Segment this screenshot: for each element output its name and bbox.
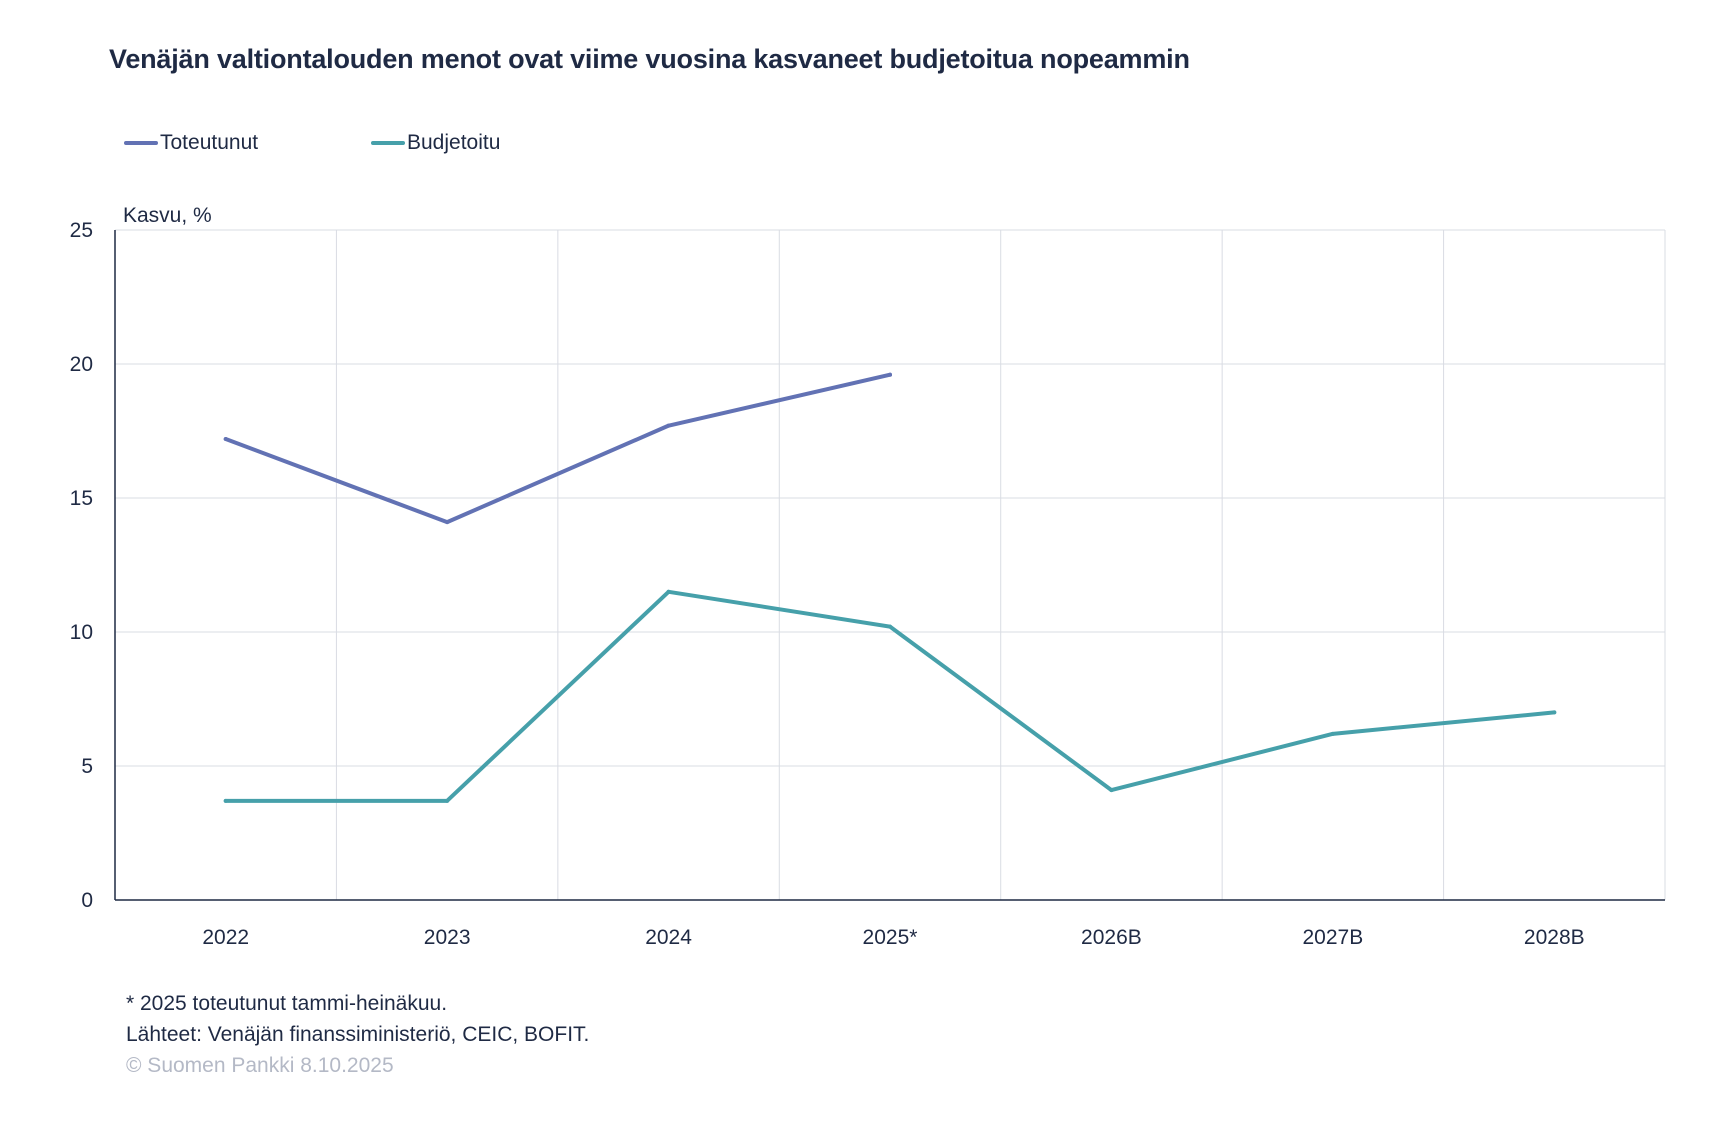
y-tick-label-15: 15 [70, 487, 93, 510]
footnote-sources: Lähteet: Venäjän finanssiministeriö, CEI… [126, 1023, 590, 1046]
x-tick-label-4: 2026B [1081, 926, 1142, 949]
y-tick-label-25: 25 [70, 219, 93, 242]
x-tick-label-0: 2022 [202, 926, 249, 949]
legend-item-toteutunut: Toteutunut [124, 128, 258, 158]
data-point-budjetoitu-3 [888, 624, 892, 629]
y-tick-label-10: 10 [70, 621, 93, 644]
data-point-budjetoitu-5 [1330, 731, 1335, 736]
legend-label-budjetoitu: Budjetoitu [407, 131, 501, 154]
legend-label-toteutunut: Toteutunut [160, 131, 259, 154]
legend-swatch-budjetoitu [371, 141, 405, 145]
footnotes: * 2025 toteutunut tammi-heinäkuu. Lähtee… [126, 988, 589, 1081]
series-line-toteutunut [223, 372, 892, 525]
data-point-budjetoitu-1 [445, 798, 450, 803]
axes [114, 230, 1665, 901]
x-tick-label-1: 2023 [424, 926, 471, 949]
x-tick-label-5: 2027B [1302, 926, 1363, 949]
x-tick-label-2: 2024 [645, 926, 692, 949]
chart-title: Venäjän valtiontalouden menot ovat viime… [109, 44, 1190, 74]
data-point-toteutunut-1 [445, 520, 450, 525]
footnote-note: * 2025 toteutunut tammi-heinäkuu. [126, 992, 448, 1015]
footnote-copyright: © Suomen Pankki 8.10.2025 [126, 1054, 394, 1077]
legend-item-budjetoitu: Budjetoitu [371, 128, 500, 158]
data-point-budjetoitu-0 [223, 798, 228, 803]
y-tick-label-20: 20 [70, 353, 93, 376]
data-point-budjetoitu-4 [1109, 788, 1114, 793]
data-series [223, 372, 1557, 803]
data-point-toteutunut-2 [666, 423, 671, 428]
x-tick-label-3: 2025* [863, 926, 918, 949]
data-point-toteutunut-3 [888, 372, 892, 377]
y-tick-label-5: 5 [81, 755, 93, 778]
tick-labels: 0 5 10 15 20 25 2022 2023 2024 2025* 2026B 2027B 202… [70, 219, 1585, 949]
data-point-toteutunut-0 [223, 437, 228, 442]
y-tick-label-0: 0 [81, 889, 93, 912]
gridlines [115, 229, 1666, 900]
x-tick-label-6: 2028B [1524, 926, 1585, 949]
legend-swatch-toteutunut [124, 141, 158, 145]
series-line-budjetoitu [223, 589, 1557, 803]
y-axis-label: Kasvu, % [123, 204, 212, 227]
data-point-budjetoitu-6 [1552, 710, 1557, 715]
data-point-budjetoitu-2 [666, 589, 671, 594]
